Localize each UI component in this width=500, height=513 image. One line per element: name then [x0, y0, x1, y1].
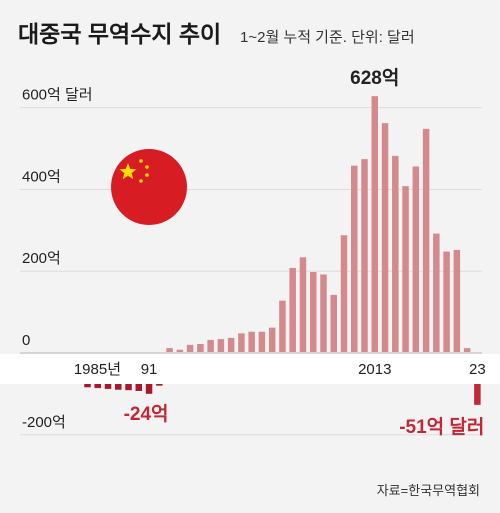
bar-2012	[361, 159, 368, 353]
data-label: -51억 달러	[399, 416, 484, 438]
x-tick-label: 1985년	[74, 361, 121, 378]
bar-2008	[320, 274, 327, 353]
x-tick-label: 2013	[358, 361, 391, 378]
bar-1986	[94, 384, 102, 389]
chart-title: 대중국 무역수지 추이	[18, 21, 221, 47]
annotations: 628억 -24억 -51억 달러	[124, 67, 485, 438]
y-tick-label: 0	[22, 332, 30, 349]
bar-1999	[227, 337, 235, 353]
bar-1985	[84, 384, 91, 388]
bar-1993	[166, 348, 173, 353]
year-axis-labels: 1985년 91 2013 23	[74, 361, 486, 378]
bar-2006	[299, 257, 307, 353]
bar-1989	[125, 384, 132, 391]
chart-subtitle: 1~2월 누적 기준. 단위: 달러	[240, 29, 415, 46]
bar-2003	[268, 327, 276, 353]
negative-bars	[84, 384, 481, 405]
bar-1995	[186, 344, 194, 353]
bar-2017	[412, 166, 420, 353]
bar-2005	[289, 267, 296, 353]
bar-1987	[104, 384, 112, 389]
source-note: 자료=한국무역협회	[377, 483, 480, 498]
y-tick-label: 200억	[22, 250, 61, 267]
bar-1998	[217, 339, 225, 353]
bar-1988	[115, 384, 122, 390]
bar-1992	[156, 384, 163, 386]
bar-2020	[443, 251, 450, 353]
bar-2009	[330, 294, 337, 353]
bar-2021	[453, 249, 461, 353]
bar-2001	[248, 331, 255, 353]
bar-1991	[145, 384, 153, 394]
bar-2018	[422, 128, 430, 353]
data-label: -24억	[124, 403, 169, 425]
year-axis-band	[0, 354, 500, 384]
bar-2023	[474, 384, 481, 405]
bar-2019	[433, 233, 440, 353]
flag-icon	[111, 149, 187, 225]
bar-2011	[351, 165, 358, 353]
x-tick-label: 91	[141, 361, 158, 378]
y-tick-label: 400억	[22, 168, 61, 185]
bar-2016	[402, 186, 409, 353]
bar-1996	[197, 344, 204, 353]
bar-1990	[135, 384, 143, 391]
bar-2007	[309, 272, 317, 353]
bar-1994	[176, 349, 184, 353]
bar-2004	[279, 300, 286, 353]
bar-2015	[392, 155, 399, 353]
bars	[166, 96, 471, 353]
bar-2010	[340, 235, 348, 353]
data-label: 628억	[350, 67, 399, 89]
bar-2013	[371, 96, 379, 353]
bar-2014	[381, 123, 389, 353]
bar-2002	[258, 331, 266, 353]
y-tick-labels: 600억 달러 400억 200억 0 -200억	[22, 87, 93, 431]
bar-1997	[207, 339, 214, 353]
x-tick-label: 23	[469, 361, 486, 378]
bar-2000	[238, 333, 245, 353]
bar-2022	[463, 348, 471, 353]
y-tick-label: 600억 달러	[22, 87, 93, 104]
y-tick-label: -200억	[22, 414, 66, 431]
